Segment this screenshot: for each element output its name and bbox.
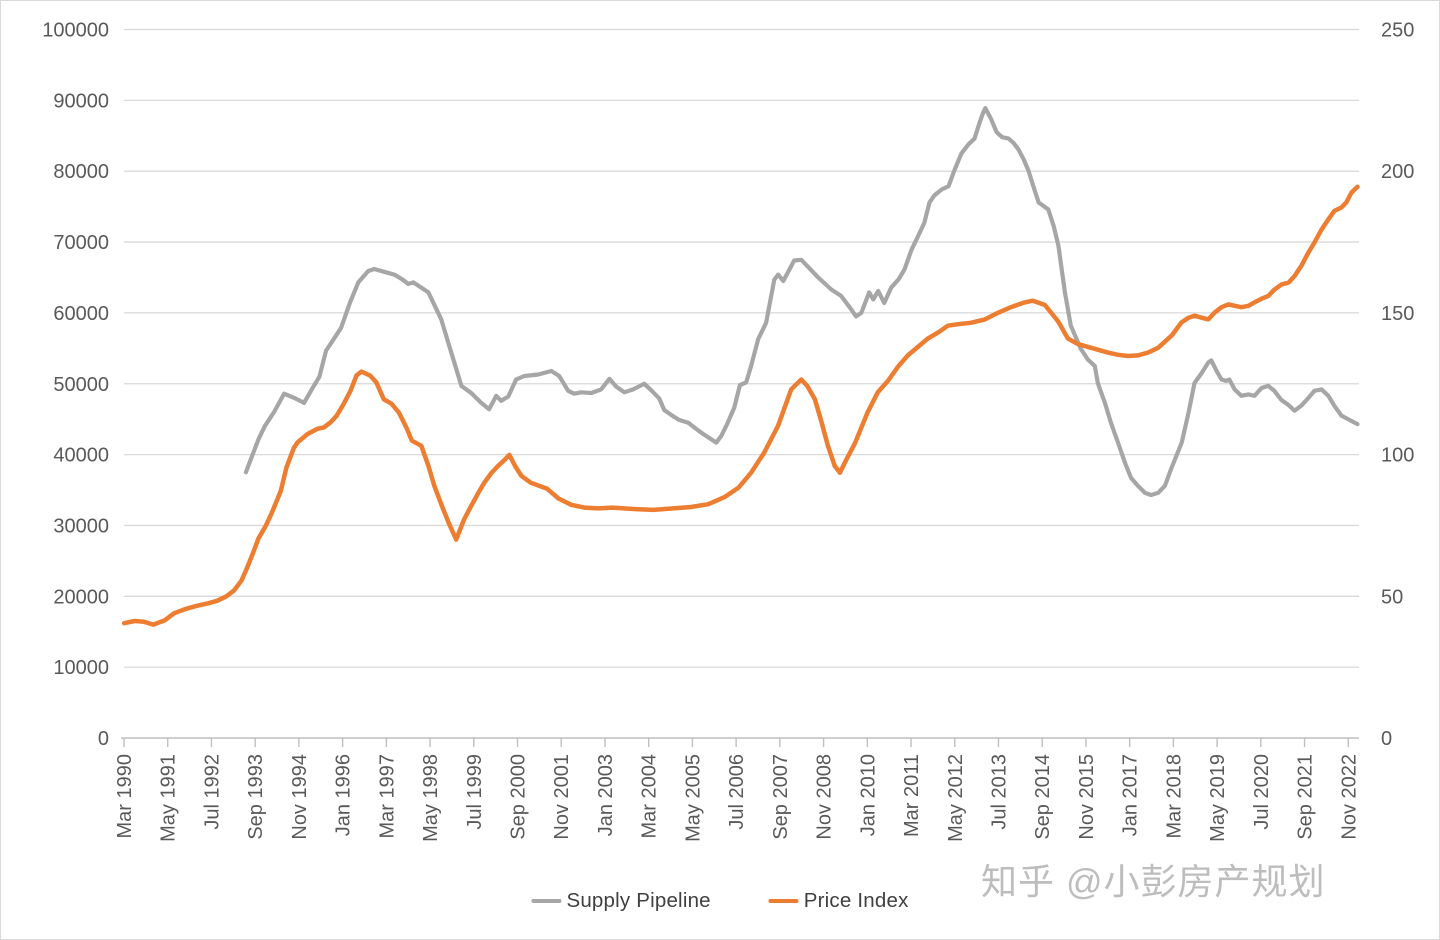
supply-pipeline-line-swatch [531,898,562,904]
legend-label-supply-pipeline: Supply Pipeline [566,889,711,912]
y-left-tick-label: 70000 [53,232,109,254]
y-right-tick-label: 100 [1381,445,1414,467]
x-tick-label: May 2019 [1207,754,1229,842]
x-tick-label: May 1998 [420,754,442,842]
y-right-tick-label: 0 [1381,728,1392,750]
x-tick-label: May 1991 [158,754,180,842]
legend-item-supply-pipeline: Supply Pipeline [531,889,711,913]
y-right-tick-label: 200 [1381,161,1414,183]
x-tick-label: Jul 1992 [201,754,223,830]
x-tick-label: Sep 2000 [508,754,530,840]
x-tick-label: Jul 2020 [1251,754,1273,830]
x-tick-label: Nov 2008 [814,754,836,840]
y-left-tick-label: 0 [98,728,109,750]
y-right-tick-label: 250 [1381,20,1414,42]
legend-item-price-index: Price Index [768,889,909,913]
y-left-tick-label: 50000 [53,374,109,396]
y-left-tick-label: 30000 [53,515,109,537]
x-tick-label: May 2012 [945,754,967,842]
price-index-line-swatch [768,898,799,904]
x-tick-label: Jan 1996 [333,754,355,836]
x-tick-label: Jul 1999 [464,754,486,830]
y-left-tick-label: 60000 [53,303,109,325]
x-tick-label: Sep 2007 [770,754,792,840]
x-tick-label: Jan 2010 [857,754,879,836]
x-tick-label: Sep 2021 [1295,754,1317,840]
supply-pipeline-line [243,106,1360,498]
gridlines [124,28,1359,668]
y-left-tick-label: 20000 [53,586,109,608]
y-axis-left: 0 10000 20000 30000 40000 50000 60000 70000 8000… [42,20,109,751]
x-tick-label: Mar 1997 [376,754,398,839]
x-tick-label: Nov 2015 [1076,754,1098,840]
y-right-tick-label: 150 [1381,303,1414,325]
y-left-tick-label: 10000 [53,657,109,679]
y-axis-right: 0 50 100 150 200 250 [1381,20,1414,751]
x-tick-label: Jan 2003 [595,754,617,836]
x-tick-label: May 2005 [682,754,704,842]
y-left-tick-label: 80000 [53,161,109,183]
x-tick-label: Nov 2022 [1338,754,1360,840]
x-tick-label: Sep 2014 [1032,754,1054,840]
price-index-line [121,184,1360,627]
x-tick-label: Mar 2018 [1163,754,1185,839]
y-left-tick-label: 90000 [53,90,109,112]
legend: Supply Pipeline Price Index [531,889,908,913]
x-tick-label: Jul 2006 [726,754,748,830]
x-tick-label: Nov 1994 [289,754,311,840]
y-left-tick-label: 40000 [53,445,109,467]
x-tick-label: Mar 2011 [901,754,923,837]
legend-label-price-index: Price Index [803,889,909,912]
x-axis: Mar 1990 May 1991 Jul 1992 Sep 1993 Nov 1994… [114,737,1360,842]
x-tick-label: Jul 2013 [988,754,1010,830]
x-tick-label: Nov 2001 [551,754,573,840]
x-tick-label: Mar 2004 [639,754,661,839]
x-tick-label: Sep 1993 [245,754,267,840]
y-right-tick-label: 50 [1381,586,1403,608]
x-tick-label: Mar 1990 [114,754,136,839]
y-left-tick-label: 100000 [42,20,109,42]
x-tick-label: Jan 2017 [1120,754,1142,836]
